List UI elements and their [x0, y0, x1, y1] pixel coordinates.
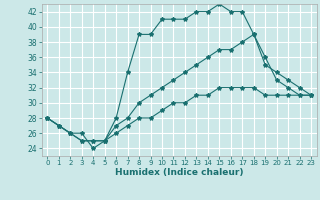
X-axis label: Humidex (Indice chaleur): Humidex (Indice chaleur)	[115, 168, 244, 177]
